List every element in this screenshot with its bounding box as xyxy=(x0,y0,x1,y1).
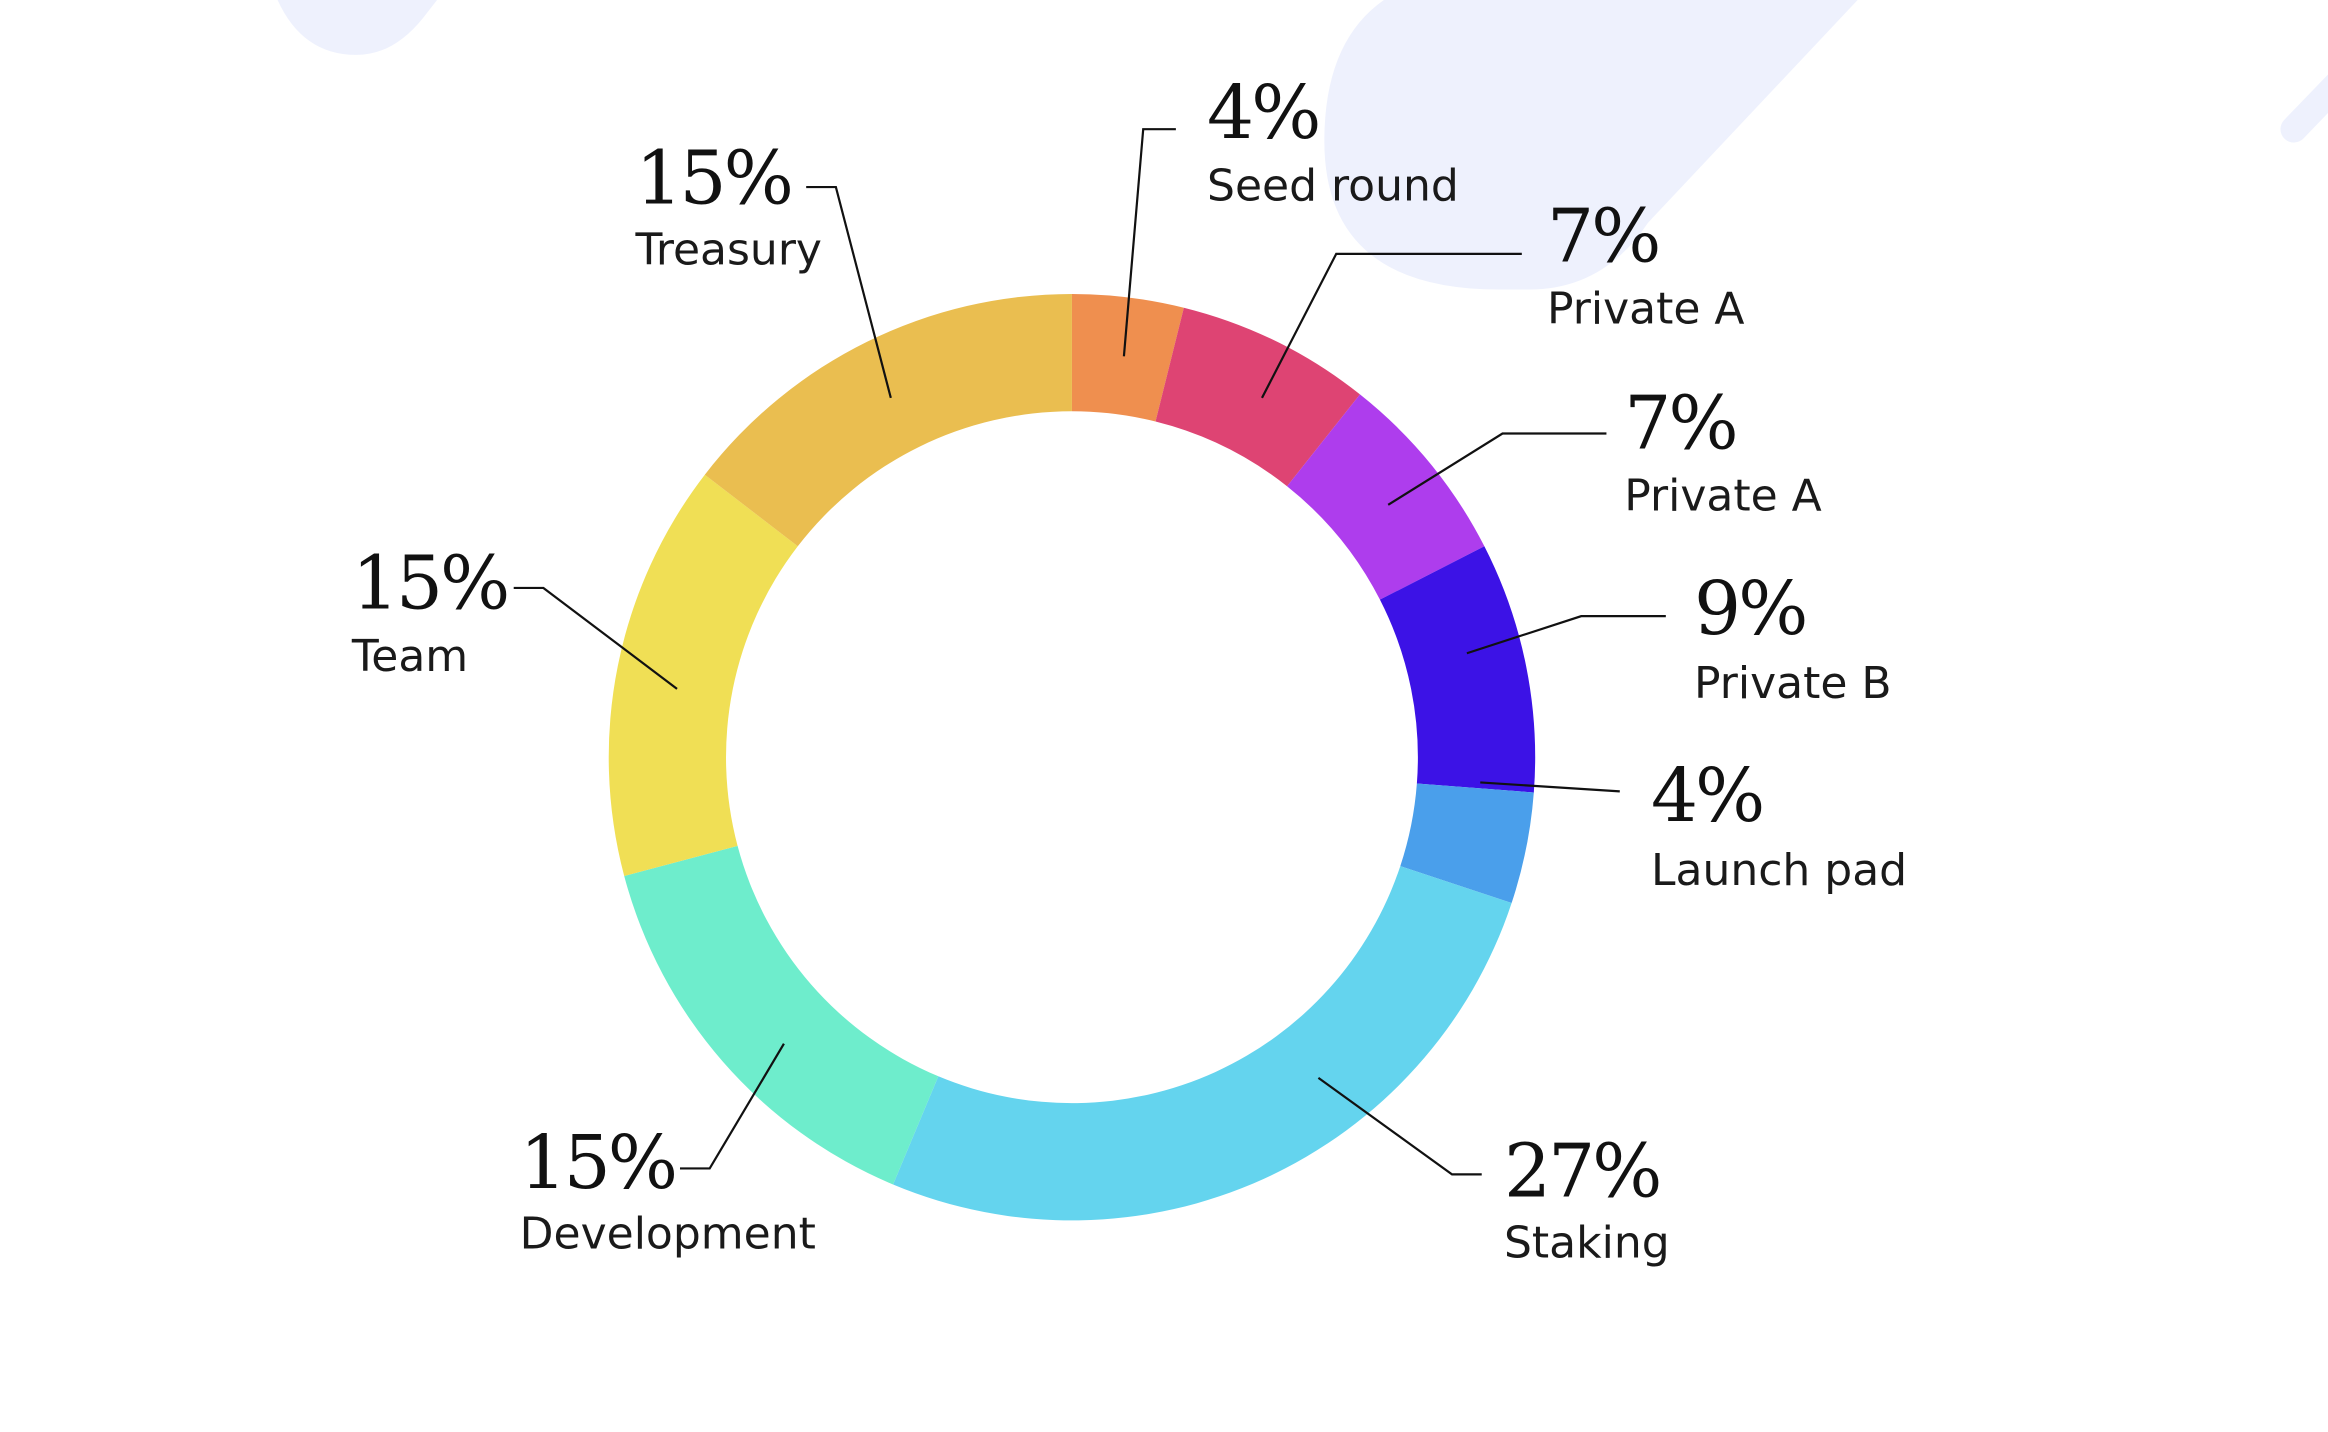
leader-line-private-a xyxy=(1261,252,1522,399)
donut-slice-seed-round xyxy=(1071,293,1184,422)
slice-percent-staking: 27% xyxy=(1504,1129,1659,1215)
donut-slice-private-a xyxy=(1155,307,1360,487)
background-blob xyxy=(277,0,438,55)
leader-line-staking xyxy=(1317,1076,1482,1176)
slice-label-team: Team xyxy=(351,631,468,682)
slice-label-private-b: Private B xyxy=(1694,658,1892,709)
slice-label-treasury: Treasury xyxy=(634,224,822,275)
leader-line-private-a xyxy=(1387,432,1607,506)
slice-label-private-a: Private A xyxy=(1624,471,1821,522)
donut-slice-private-a xyxy=(1287,394,1485,600)
leader-line-treasury xyxy=(806,185,892,399)
leader-line-development xyxy=(679,1043,785,1170)
slice-label-launch-pad: Launch pad xyxy=(1651,845,1907,896)
slice-percent-private-b: 9% xyxy=(1694,566,1805,652)
slice-label-private-a: Private A xyxy=(1547,284,1744,335)
leader-line-team xyxy=(513,586,678,690)
slice-percent-seed-round: 4% xyxy=(1207,70,1318,156)
donut-chart xyxy=(608,293,1536,1221)
donut-slice-launch-pad xyxy=(1400,783,1534,904)
slice-label-development: Development xyxy=(520,1209,816,1260)
background-blob xyxy=(1324,0,1858,290)
leader-line-private-b xyxy=(1466,615,1666,655)
donut-slice-staking xyxy=(893,866,1512,1221)
donut-slice-development xyxy=(624,845,939,1185)
slice-percent-development: 15% xyxy=(520,1120,675,1206)
slice-label-seed-round: Seed round xyxy=(1207,160,1459,211)
background-stroke xyxy=(2280,74,2328,143)
leader-lines xyxy=(513,128,1666,1176)
slice-percent-treasury: 15% xyxy=(635,135,790,221)
leader-line-seed-round xyxy=(1122,128,1176,357)
leader-line-launch-pad xyxy=(1480,781,1620,793)
donut-slice-private-b xyxy=(1379,546,1536,793)
donut-slice-treasury xyxy=(704,293,1072,547)
slice-label-staking: Staking xyxy=(1504,1218,1670,1269)
slice-percent-launch-pad: 4% xyxy=(1651,753,1762,839)
slice-percent-private-a: 7% xyxy=(1547,193,1658,279)
background-decoration xyxy=(277,0,2328,290)
slice-percent-private-a: 7% xyxy=(1624,380,1735,466)
donut-slice-team xyxy=(608,474,798,876)
slice-percent-team: 15% xyxy=(352,541,507,627)
